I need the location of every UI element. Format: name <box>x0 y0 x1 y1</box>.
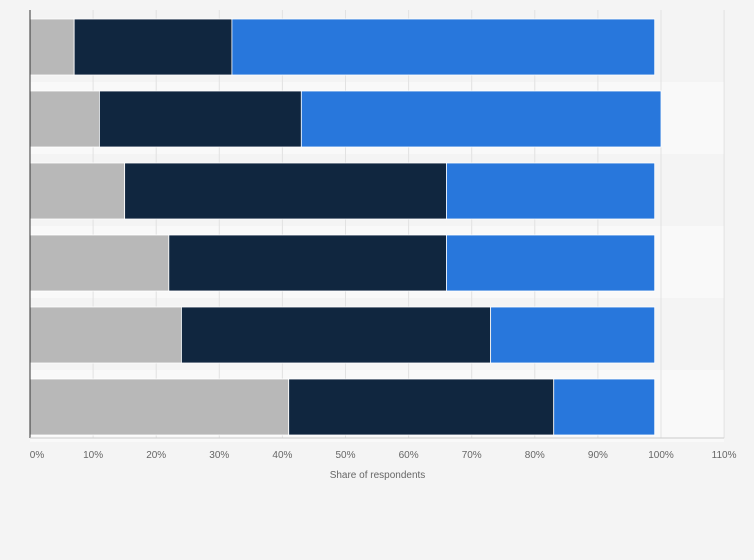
bar-segment-row1-series3[interactable] <box>231 18 656 76</box>
x-tick-label: 30% <box>209 450 229 461</box>
x-tick-label: 80% <box>525 450 545 461</box>
bar-segment-row4-series1[interactable] <box>29 234 170 292</box>
x-tick-label: 10% <box>83 450 103 461</box>
x-tick-label: 90% <box>588 450 608 461</box>
x-tick-label: 0% <box>30 450 45 461</box>
x-tick-label: 20% <box>146 450 166 461</box>
bar-segment-row2-series3[interactable] <box>300 90 662 148</box>
x-tick-label: 40% <box>272 450 292 461</box>
x-tick-labels: 0% 10% 20% 30% 40% 50% 60% 70% 80% 90% 100% 110% <box>30 450 737 461</box>
axes <box>29 10 725 439</box>
bar-segment-row3-series1[interactable] <box>29 162 126 220</box>
x-tick-label: 70% <box>462 450 482 461</box>
bar-segment-row6-series3[interactable] <box>553 378 656 436</box>
bar-segment-row2-series1[interactable] <box>29 90 100 148</box>
x-axis-title: Share of respondents <box>330 470 426 481</box>
bars <box>29 18 662 436</box>
x-tick-label: 100% <box>648 450 674 461</box>
x-tick-label: 50% <box>335 450 355 461</box>
bar-segment-row5-series1[interactable] <box>29 306 182 364</box>
bar-segment-row6-series2[interactable] <box>288 378 555 436</box>
bar-segment-row1-series1[interactable] <box>29 18 75 76</box>
bar-segment-row6-series1[interactable] <box>29 378 290 436</box>
x-tick-label: 60% <box>399 450 419 461</box>
bar-segment-row3-series3[interactable] <box>446 162 656 220</box>
bar-segment-row5-series3[interactable] <box>490 306 656 364</box>
gridlines <box>92 10 725 438</box>
bar-segment-row1-series2[interactable] <box>73 18 233 76</box>
bar-segment-row3-series2[interactable] <box>124 162 447 220</box>
x-tick-label: 110% <box>712 450 737 461</box>
bar-segment-row4-series2[interactable] <box>168 234 447 292</box>
bar-segment-row2-series2[interactable] <box>99 90 302 148</box>
bar-segment-row5-series2[interactable] <box>181 306 492 364</box>
bar-segment-row4-series3[interactable] <box>446 234 656 292</box>
